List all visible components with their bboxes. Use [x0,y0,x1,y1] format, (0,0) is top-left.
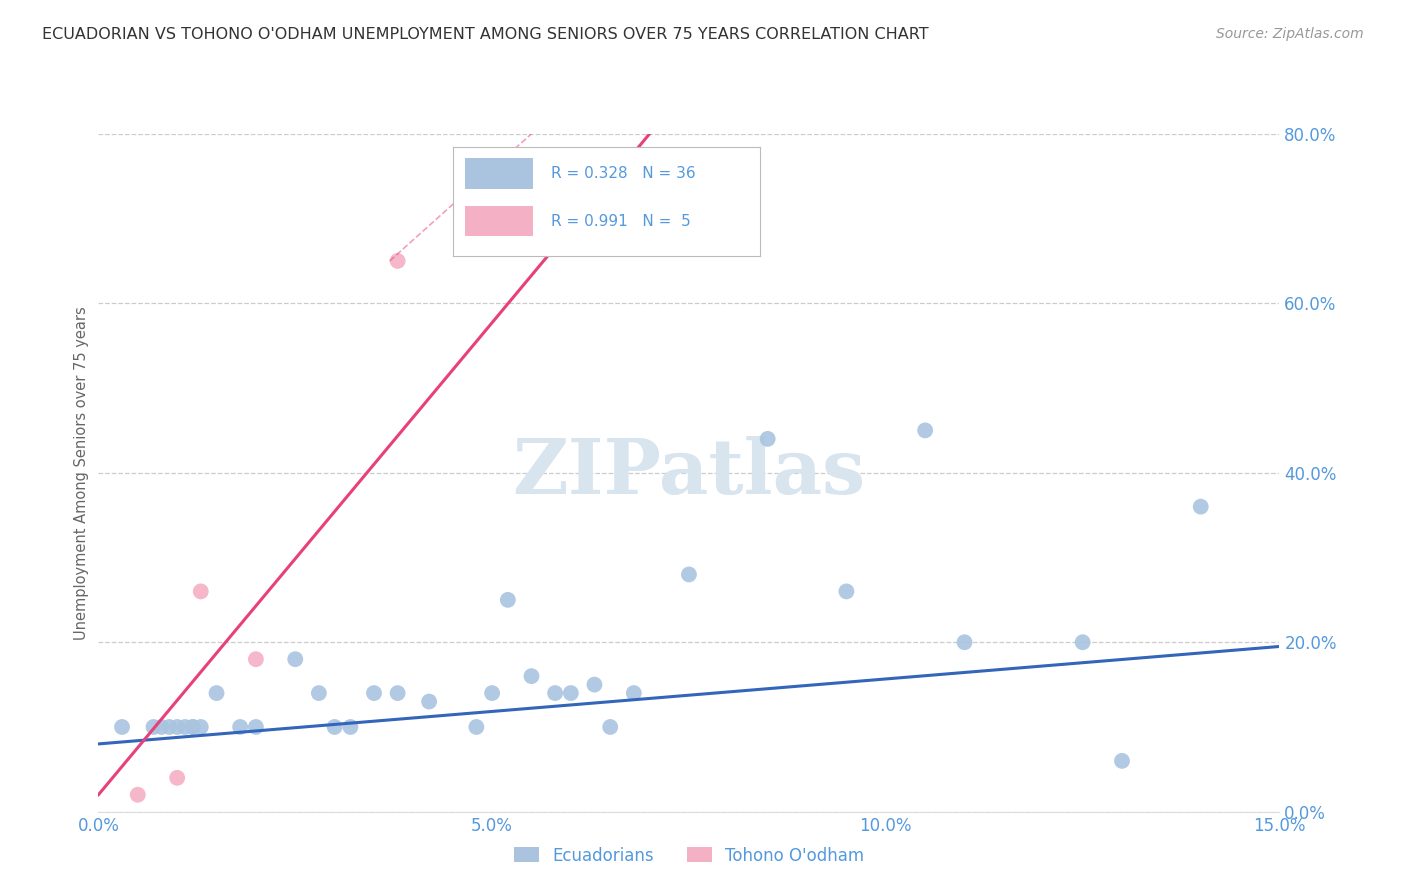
FancyBboxPatch shape [465,206,533,236]
Point [174,720,197,734]
Point [1189,500,1212,514]
Point [142,720,165,734]
Point [339,720,361,734]
Point [229,720,252,734]
Point [418,694,440,708]
Point [520,669,543,683]
Text: ECUADORIAN VS TOHONO O'ODHAM UNEMPLOYMENT AMONG SENIORS OVER 75 YEARS CORRELATIO: ECUADORIAN VS TOHONO O'ODHAM UNEMPLOYMEN… [42,27,929,42]
Text: Source: ZipAtlas.com: Source: ZipAtlas.com [1216,27,1364,41]
Point [323,720,346,734]
Point [953,635,976,649]
FancyBboxPatch shape [465,158,533,188]
Point [157,720,180,734]
Point [166,771,188,785]
Point [544,686,567,700]
Point [756,432,779,446]
Text: R = 0.991   N =  5: R = 0.991 N = 5 [551,213,690,228]
Point [166,720,188,734]
Point [308,686,330,700]
Point [245,652,267,666]
Point [623,686,645,700]
Point [284,652,307,666]
Point [111,720,134,734]
Legend: Ecuadorians, Tohono O'odham: Ecuadorians, Tohono O'odham [508,840,870,871]
Text: ZIPatlas: ZIPatlas [512,436,866,509]
Point [205,686,228,700]
Point [560,686,582,700]
Point [1111,754,1133,768]
Point [181,720,204,734]
Point [190,584,212,599]
Point [465,720,488,734]
Point [387,686,409,700]
Point [835,584,858,599]
Y-axis label: Unemployment Among Seniors over 75 years: Unemployment Among Seniors over 75 years [75,306,89,640]
Point [599,720,621,734]
Point [914,424,936,438]
Point [363,686,385,700]
Point [245,720,267,734]
Point [190,720,212,734]
Text: R = 0.328   N = 36: R = 0.328 N = 36 [551,166,696,181]
Point [150,720,173,734]
Point [583,678,606,692]
Point [496,592,519,607]
Point [127,788,149,802]
Point [181,720,204,734]
Point [678,567,700,582]
Point [1071,635,1094,649]
Point [387,253,409,268]
Point [481,686,503,700]
